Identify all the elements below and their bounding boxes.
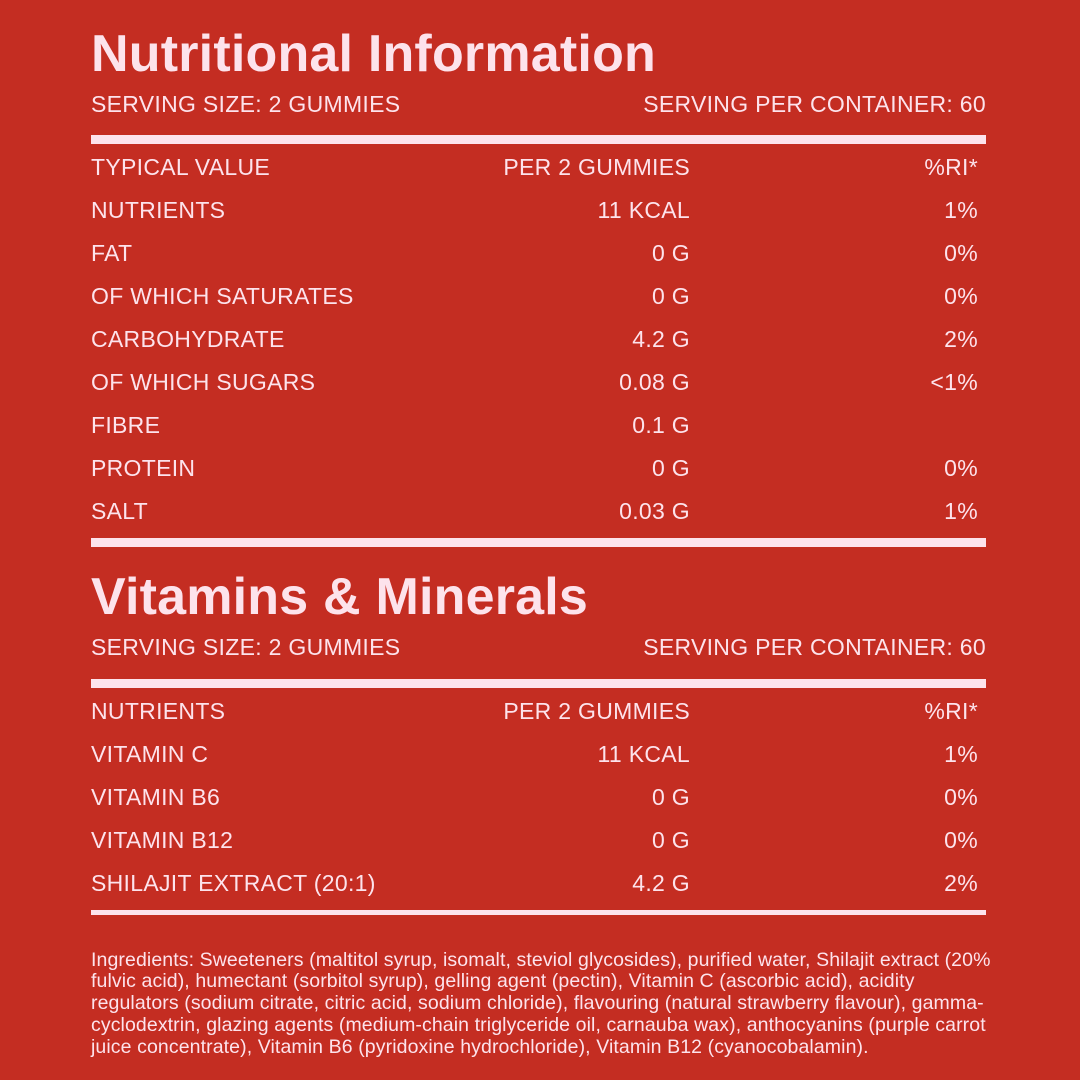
nutrient-value: 11 KCAL	[597, 197, 690, 223]
table-row: SHILAJIT EXTRACT (20:1) 4.2 G 2%	[91, 862, 986, 905]
nutrition-title: Nutritional Information	[91, 25, 656, 83]
nutrition-serving-info: SERVING SIZE: 2 GUMMIES SERVING PER CONT…	[91, 89, 986, 119]
header-ri: %RI*	[924, 154, 978, 180]
nutrient-ri: 0%	[944, 240, 978, 266]
nutrient-value: 0 G	[652, 240, 690, 266]
nutrient-value: 0 G	[652, 827, 690, 853]
nutrient-name: FIBRE	[91, 412, 161, 438]
vitamins-title: Vitamins & Minerals	[91, 568, 589, 626]
table-row: PROTEIN 0 G 0%	[91, 447, 986, 490]
nutrient-value: 0 G	[652, 784, 690, 810]
table-row: NUTRIENTS 11 KCAL 1%	[91, 189, 986, 232]
nutrient-name: SHILAJIT EXTRACT (20:1)	[91, 870, 376, 896]
header-per-serving: PER 2 GUMMIES	[503, 154, 690, 180]
nutrient-value: 11 KCAL	[597, 741, 690, 767]
table-row: SALT 0.03 G 1%	[91, 490, 986, 533]
nutrient-name: OF WHICH SATURATES	[91, 283, 354, 309]
table-row: CARBOHYDRATE 4.2 G 2%	[91, 318, 986, 361]
nutrient-value: 4.2 G	[632, 870, 690, 896]
nutrient-value: 0 G	[652, 283, 690, 309]
table-row: FIBRE 0.1 G	[91, 404, 986, 447]
nutrient-name: VITAMIN B6	[91, 784, 221, 810]
nutrient-ri: 0%	[944, 283, 978, 309]
nutrient-name: VITAMIN C	[91, 741, 209, 767]
table-row: VITAMIN C 11 KCAL 1%	[91, 733, 986, 776]
nutrient-name: FAT	[91, 240, 133, 266]
table-row: VITAMIN B6 0 G 0%	[91, 776, 986, 819]
nutrient-ri: 0%	[944, 784, 978, 810]
nutrition-serving-size: SERVING SIZE: 2 GUMMIES	[91, 91, 401, 117]
vitamins-servings-per-container: SERVING PER CONTAINER: 60	[643, 634, 986, 660]
nutrient-value: 0.08 G	[619, 369, 690, 395]
nutrient-name: NUTRIENTS	[91, 197, 226, 223]
nutrient-name: CARBOHYDRATE	[91, 326, 285, 352]
nutrition-section: Nutritional Information SERVING SIZE: 2 …	[91, 24, 986, 547]
nutrient-ri: 1%	[944, 498, 978, 524]
nutrient-value: 4.2 G	[632, 326, 690, 352]
nutrient-value: 0.03 G	[619, 498, 690, 524]
header-ri: %RI*	[924, 698, 978, 724]
nutrition-servings-per-container: SERVING PER CONTAINER: 60	[643, 91, 986, 117]
nutrient-ri: 1%	[944, 741, 978, 767]
header-typical-value: TYPICAL VALUE	[91, 154, 271, 180]
vitamins-serving-info: SERVING SIZE: 2 GUMMIES SERVING PER CONT…	[91, 632, 986, 662]
vitamins-serving-size: SERVING SIZE: 2 GUMMIES	[91, 634, 401, 660]
ingredients-text: Ingredients: Sweeteners (maltitol syrup,…	[91, 948, 991, 1058]
vitamins-bottom-rule	[91, 910, 986, 915]
nutrient-ri: 2%	[944, 870, 978, 896]
header-per-serving: PER 2 GUMMIES	[503, 698, 690, 724]
vitamins-table-header: NUTRIENTS PER 2 GUMMIES %RI*	[91, 690, 986, 733]
vitamins-section: Vitamins & Minerals SERVING SIZE: 2 GUMM…	[91, 567, 986, 915]
nutrient-ri: <1%	[930, 369, 978, 395]
nutrition-table: TYPICAL VALUE PER 2 GUMMIES %RI* NUTRIEN…	[91, 146, 986, 533]
nutrition-bottom-rule	[91, 538, 986, 547]
nutrient-ri: 1%	[944, 197, 978, 223]
vitamins-table: NUTRIENTS PER 2 GUMMIES %RI* VITAMIN C 1…	[91, 690, 986, 905]
vitamins-top-rule	[91, 679, 986, 688]
table-row: VITAMIN B12 0 G 0%	[91, 819, 986, 862]
nutrient-value: 0 G	[652, 455, 690, 481]
nutrient-value: 0.1 G	[632, 412, 690, 438]
nutrient-name: PROTEIN	[91, 455, 196, 481]
table-row: FAT 0 G 0%	[91, 232, 986, 275]
nutrient-name: VITAMIN B12	[91, 827, 234, 853]
nutrient-name: SALT	[91, 498, 149, 524]
nutrient-ri: 0%	[944, 827, 978, 853]
nutrition-top-rule	[91, 135, 986, 144]
nutrient-ri: 2%	[944, 326, 978, 352]
table-row: OF WHICH SUGARS 0.08 G <1%	[91, 361, 986, 404]
nutrient-ri: 0%	[944, 455, 978, 481]
header-nutrients: NUTRIENTS	[91, 698, 226, 724]
nutrient-name: OF WHICH SUGARS	[91, 369, 316, 395]
nutrition-table-header: TYPICAL VALUE PER 2 GUMMIES %RI*	[91, 146, 986, 189]
table-row: OF WHICH SATURATES 0 G 0%	[91, 275, 986, 318]
